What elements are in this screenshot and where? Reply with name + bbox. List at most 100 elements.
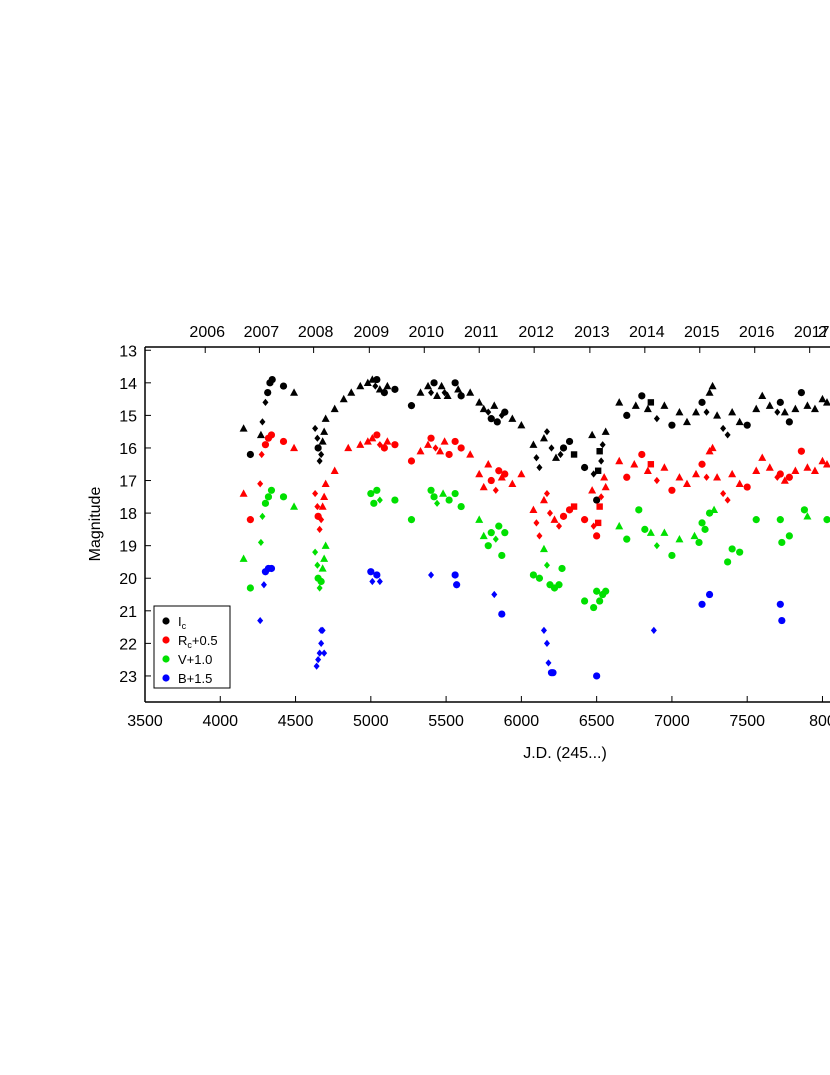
- data-point: [623, 411, 631, 419]
- data-point: [643, 466, 652, 474]
- data-point: [593, 587, 601, 595]
- x-axis-label: J.D. (245...): [523, 745, 607, 762]
- data-point: [339, 394, 348, 403]
- data-point: [724, 431, 731, 439]
- data-point: [555, 581, 563, 589]
- data-point: [570, 451, 578, 458]
- data-point: [314, 434, 321, 442]
- data-point: [556, 522, 563, 530]
- data-point: [630, 460, 639, 468]
- data-point: [703, 473, 710, 481]
- data-point: [698, 398, 706, 406]
- data-point: [320, 492, 329, 501]
- data-point: [601, 482, 610, 491]
- y-tick-label: 22: [119, 636, 137, 653]
- data-point: [517, 420, 526, 429]
- year-label: 2014: [629, 324, 665, 341]
- data-point: [316, 649, 323, 657]
- data-point: [321, 479, 330, 487]
- year-label: 2011: [464, 324, 499, 341]
- data-point: [428, 388, 435, 397]
- data-point: [602, 587, 610, 595]
- data-point: [736, 548, 744, 556]
- data-point: [318, 437, 327, 445]
- data-point: [312, 548, 319, 556]
- data-point: [780, 476, 789, 484]
- data-point: [479, 404, 488, 413]
- data-point: [376, 496, 383, 504]
- data-point: [376, 577, 383, 586]
- data-point: [391, 385, 399, 393]
- y-tick-label: 20: [119, 571, 137, 588]
- data-point: [437, 381, 446, 390]
- data-point: [647, 399, 655, 406]
- data-point: [407, 457, 416, 465]
- data-point: [313, 662, 320, 670]
- data-point: [818, 394, 827, 403]
- data-point: [261, 499, 270, 507]
- data-point: [594, 519, 602, 527]
- data-point: [635, 506, 643, 514]
- data-point: [430, 379, 438, 387]
- data-point: [588, 430, 597, 439]
- data-point: [735, 479, 744, 487]
- data-point: [383, 381, 392, 390]
- legend-label: V+1.0: [178, 652, 212, 667]
- year-label: 2016: [739, 324, 775, 341]
- data-point: [713, 411, 722, 419]
- data-point: [720, 489, 727, 498]
- data-point: [427, 486, 435, 494]
- year-label: 2015: [684, 324, 720, 341]
- data-point: [257, 480, 264, 488]
- data-point: [774, 473, 781, 481]
- data-point: [451, 489, 459, 498]
- data-point: [498, 551, 506, 560]
- data-point: [312, 489, 319, 498]
- data-point: [498, 411, 505, 419]
- year-label: 2006: [189, 324, 225, 341]
- data-point: [451, 437, 459, 446]
- data-point: [631, 401, 640, 409]
- data-point: [330, 404, 339, 413]
- x-tick-label: 3500: [127, 713, 163, 730]
- data-point: [367, 568, 375, 576]
- x-tick-label: 800: [809, 713, 830, 730]
- data-point: [316, 525, 323, 533]
- data-point: [317, 577, 325, 586]
- data-point: [724, 558, 732, 566]
- data-point: [653, 542, 660, 550]
- data-point: [765, 463, 774, 471]
- data-point: [601, 427, 610, 435]
- data-point: [457, 444, 465, 452]
- data-point: [705, 388, 714, 396]
- data-point: [454, 385, 463, 393]
- data-point: [650, 626, 657, 634]
- year-label: 2007: [244, 324, 280, 341]
- data-point: [314, 561, 321, 569]
- data-point: [436, 447, 445, 455]
- data-point: [466, 388, 475, 396]
- data-point: [581, 516, 589, 524]
- data-point: [778, 616, 786, 625]
- y-tick-label: 17: [119, 474, 137, 491]
- data-point: [548, 444, 555, 452]
- data-point: [698, 519, 706, 527]
- data-point: [441, 388, 448, 397]
- y-tick-label: 13: [119, 343, 137, 360]
- data-point: [752, 466, 761, 474]
- data-point: [623, 535, 631, 543]
- data-point: [493, 418, 501, 426]
- data-point: [818, 456, 827, 465]
- data-point: [428, 571, 435, 579]
- data-point: [290, 388, 299, 396]
- data-point: [660, 528, 669, 536]
- legend-marker: [162, 617, 170, 625]
- data-point: [596, 597, 604, 605]
- year-label: 2013: [574, 324, 610, 341]
- data-point: [682, 479, 691, 487]
- data-point: [315, 656, 322, 664]
- data-point: [623, 473, 631, 481]
- data-point: [780, 407, 789, 416]
- data-point: [752, 516, 760, 524]
